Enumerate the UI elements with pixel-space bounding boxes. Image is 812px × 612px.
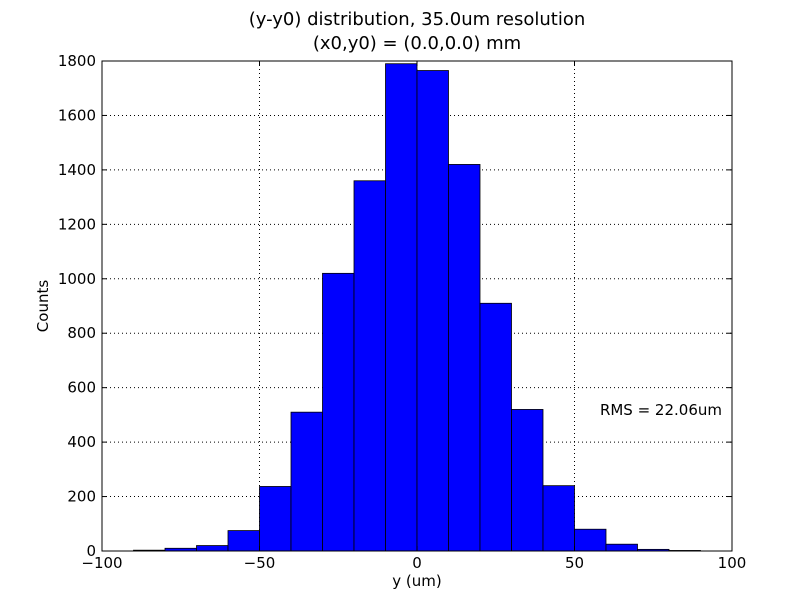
- histogram-bar: [574, 528, 607, 552]
- histogram-bar: [290, 411, 323, 552]
- y-tick-label: 200: [67, 488, 96, 506]
- tick-labels: −100 −50 0 50 100020040060080010001200140016…: [58, 52, 747, 572]
- rms-annotation: RMS = 22.06um: [600, 401, 722, 419]
- x-tick-label: 100: [718, 554, 747, 572]
- histogram-bar: [227, 530, 260, 552]
- x-axis-label: y (um): [392, 572, 441, 590]
- y-axis-label: Counts: [34, 280, 52, 333]
- y-tick-label: 1000: [58, 270, 96, 288]
- y-tick-label: 600: [67, 379, 96, 397]
- y-tick-label: 1200: [58, 215, 96, 233]
- chart-title: (y-y0) distribution, 35.0um resolution: [248, 9, 586, 30]
- histogram-bar: [353, 180, 386, 552]
- histogram-bar: [479, 302, 512, 552]
- x-tick-label: 50: [565, 554, 584, 572]
- y-tick-label: 400: [67, 433, 96, 451]
- x-tick-label: −100: [81, 554, 122, 572]
- chart-subtitle: (x0,y0) = (0.0,0.0) mm: [312, 33, 522, 54]
- y-tick-label: 0: [86, 542, 96, 560]
- bars: [133, 63, 701, 552]
- y-tick-label: 1600: [58, 106, 96, 124]
- histogram-bar: [322, 272, 355, 552]
- histogram-bar: [542, 485, 575, 552]
- y-tick-label: 1400: [58, 161, 96, 179]
- y-tick-label: 800: [67, 324, 96, 342]
- histogram-bar: [259, 486, 292, 552]
- ticks: [101, 60, 733, 552]
- histogram-bar: [385, 63, 418, 552]
- histogram-bar: [511, 409, 544, 552]
- histogram-bar: [605, 543, 638, 552]
- histogram-bar: [416, 70, 449, 552]
- histogram-bar: [448, 164, 481, 552]
- histogram-bar: [196, 545, 229, 552]
- x-tick-label: 0: [412, 554, 422, 572]
- y-tick-label: 1800: [58, 52, 96, 70]
- x-tick-label: −50: [244, 554, 276, 572]
